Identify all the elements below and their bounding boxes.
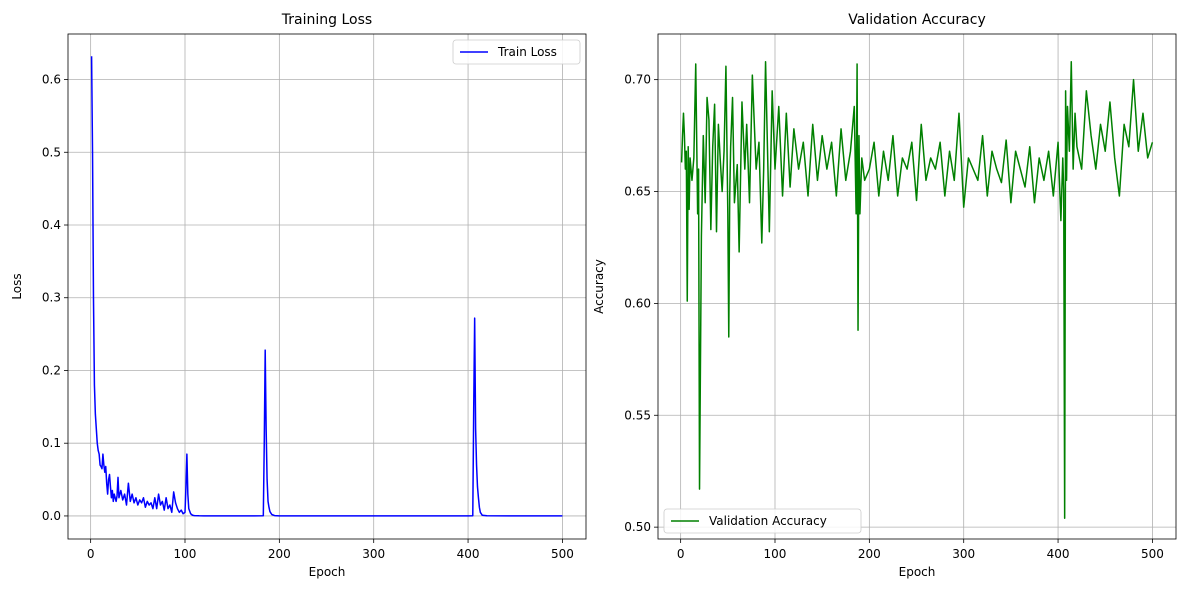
legend-box	[663, 508, 862, 534]
x-tick-label: 400	[1047, 547, 1070, 561]
x-tick-label: 0	[677, 547, 685, 561]
x-tick-label: 500	[1141, 547, 1164, 561]
x-tick-label: 500	[551, 547, 574, 561]
x-tick-label: 200	[858, 547, 881, 561]
y-tick-label: 0.55	[624, 408, 651, 422]
x-tick-label: 300	[952, 547, 975, 561]
y-tick-label: 0.65	[624, 185, 651, 199]
y-tick-label: 0.3	[42, 291, 61, 305]
y-tick-label: 0.4	[42, 218, 61, 232]
x-tick-label: 200	[268, 547, 291, 561]
y-tick-label: 0.0	[42, 509, 61, 523]
y-axis-label: Loss	[10, 273, 24, 299]
series-line-accuracy	[680, 60, 1154, 519]
chart-title: Training Loss	[281, 12, 372, 28]
x-tick-label: 300	[362, 547, 385, 561]
y-tick-label: 0.2	[42, 363, 61, 377]
training-loss-chart: 0 100 200 300 400 500 0.0 0.1 0.2 0.3 0.4 0.5 0.6 Tra…	[10, 12, 587, 579]
x-tick-label: 0	[87, 547, 95, 561]
y-tick-label: 0.6	[42, 73, 61, 87]
x-tick-label: 100	[764, 547, 787, 561]
legend-label: Validation Accuracy	[709, 514, 827, 528]
axes-frame	[657, 33, 1177, 540]
legend-box	[452, 39, 581, 65]
validation-accuracy-chart: 0 100 200 300 400 500 0.50 0.55 0.60 0.65 0.70 Vali…	[592, 12, 1177, 579]
y-tick-label: 0.60	[624, 296, 651, 310]
chart-title: Validation Accuracy	[848, 12, 986, 28]
x-axis-label: Epoch	[899, 565, 936, 579]
y-tick-label: 0.70	[624, 73, 651, 87]
x-tick-label: 100	[174, 547, 197, 561]
y-tick-label: 0.50	[624, 520, 651, 534]
axes-frame	[67, 33, 587, 540]
y-axis-label: Accuracy	[592, 259, 606, 314]
x-tick-label: 400	[457, 547, 480, 561]
legend-label: Train Loss	[497, 45, 557, 59]
y-tick-label: 0.1	[42, 436, 61, 450]
x-axis-label: Epoch	[309, 565, 346, 579]
y-tick-label: 0.5	[42, 145, 61, 159]
series-line-loss	[90, 56, 563, 517]
